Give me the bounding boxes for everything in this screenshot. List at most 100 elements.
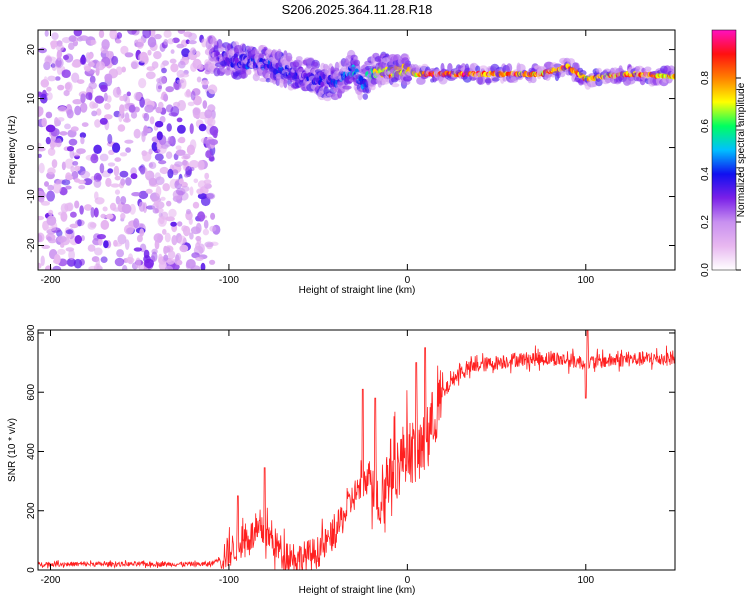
heatmap-noise-cell	[124, 139, 134, 144]
heatmap-noise-cell	[179, 244, 189, 253]
spectrogram-x-tick-label: 0	[405, 275, 411, 286]
heatmap-ridge-halo	[401, 53, 410, 59]
heatmap-ridge-halo	[402, 76, 412, 82]
heatmap-ridge-halo	[283, 78, 288, 89]
heatmap-noise-cell	[154, 33, 162, 40]
heatmap-noise-cell	[203, 179, 212, 185]
spectrogram-y-tick-label: -20	[26, 238, 37, 253]
heatmap-noise-cell	[138, 78, 147, 89]
heatmap-noise-cell	[57, 117, 65, 122]
heatmap-noise-cell	[154, 153, 164, 161]
heatmap-noise-cell	[80, 170, 91, 179]
heatmap-noise-cell	[38, 162, 45, 174]
heatmap-noise-cell	[72, 99, 83, 105]
heatmap-noise-cell	[57, 50, 63, 58]
heatmap-noise-cell	[120, 196, 127, 205]
spectrogram-y-label: Frequency (Hz)	[7, 116, 18, 185]
heatmap-noise-cell	[186, 259, 196, 269]
heatmap-ridge-halo	[596, 67, 602, 74]
heatmap-noise-cell	[44, 265, 53, 270]
snr-y-tick-label: 800	[26, 324, 37, 341]
heatmap-ridge-halo	[544, 72, 551, 81]
heatmap-noise-cell	[104, 103, 111, 110]
heatmap-noise-cell	[133, 91, 142, 101]
heatmap-noise-cell	[151, 141, 158, 152]
heatmap-noise-cell	[189, 160, 199, 169]
heatmap-noise-cell	[71, 72, 80, 83]
heatmap-noise-cell	[148, 177, 158, 186]
heatmap-noise-cell	[201, 80, 210, 86]
heatmap-noise-cell	[88, 81, 97, 90]
heatmap-noise-cell	[156, 81, 162, 93]
heatmap-noise-cell	[145, 188, 153, 194]
heatmap-noise-cell	[57, 84, 65, 91]
heatmap-noise-cell	[153, 200, 160, 206]
heatmap-noise-cell	[59, 131, 68, 136]
heatmap-noise-cell	[166, 258, 175, 265]
heatmap-noise-cell	[60, 203, 69, 214]
heatmap-noise-cell	[38, 142, 42, 148]
heatmap-noise-cell	[163, 39, 169, 45]
heatmap-noise-cell	[128, 253, 133, 262]
heatmap-noise-cell	[121, 203, 132, 214]
snr-x-tick-label: 0	[405, 575, 411, 586]
heatmap-noise-cell	[114, 157, 122, 162]
heatmap-ridge-halo	[362, 93, 368, 100]
heatmap-noise-cell	[170, 49, 175, 54]
heatmap-noise-cell	[166, 123, 172, 132]
heatmap-noise-cell	[159, 116, 166, 123]
heatmap-noise-cell	[38, 153, 42, 158]
heatmap-noise-cell	[57, 235, 67, 243]
spectrogram-frame	[37, 29, 676, 271]
colorbar-tick-label: 0.4	[700, 167, 711, 181]
heatmap-noise-cell	[66, 232, 72, 239]
heatmap-noise-cell	[195, 242, 201, 251]
heatmap-noise-cell	[115, 195, 121, 205]
heatmap-noise-cell	[186, 209, 191, 215]
heatmap-noise-cell	[114, 175, 121, 181]
heatmap-noise-cell	[173, 101, 181, 108]
heatmap-noise-cell	[192, 201, 200, 209]
snr-x-tick-label: -200	[40, 575, 60, 586]
heatmap-noise-cell	[80, 102, 88, 113]
heatmap-noise-cell	[189, 186, 194, 196]
heatmap-noise-cell	[79, 258, 85, 266]
heatmap-noise-cell	[189, 139, 197, 151]
colorbar-tick-label: 0.6	[700, 119, 711, 133]
heatmap-ridge-halo	[401, 57, 410, 65]
snr-y-label: SNR (10 * v/v)	[7, 418, 18, 482]
heatmap-noise-cell	[55, 76, 61, 81]
spectrogram-heatmap	[38, 30, 675, 270]
heatmap-noise-cell	[200, 262, 206, 270]
heatmap-noise-cell	[158, 216, 165, 225]
heatmap-noise-cell	[43, 76, 48, 85]
heatmap-noise-cell	[125, 227, 134, 235]
heatmap-noise-cell	[38, 262, 42, 269]
heatmap-noise-cell	[99, 153, 109, 162]
heatmap-noise-cell	[54, 57, 64, 69]
spectrogram-y-tick-label: -10	[26, 189, 37, 204]
heatmap-noise-cell	[52, 265, 62, 270]
heatmap-noise-cell	[100, 213, 106, 219]
heatmap-ridge-halo	[479, 65, 488, 70]
heatmap-noise-cell	[103, 92, 108, 102]
heatmap-noise-cell	[112, 142, 121, 153]
heatmap-noise-cell	[127, 30, 137, 35]
heatmap-noise-cell	[80, 93, 86, 104]
heatmap-noise-cell	[63, 54, 69, 61]
heatmap-noise-cell	[167, 38, 174, 45]
heatmap-noise-cell	[66, 146, 75, 152]
heatmap-noise-cell	[86, 39, 92, 45]
heatmap-noise-cell	[124, 239, 130, 251]
heatmap-noise-cell	[192, 58, 202, 70]
heatmap-noise-cell	[204, 109, 213, 119]
heatmap-noise-cell	[142, 30, 152, 39]
heatmap-noise-cell	[98, 30, 105, 38]
heatmap-noise-cell	[193, 178, 199, 184]
heatmap-noise-cell	[189, 232, 194, 240]
heatmap-noise-cell	[176, 79, 185, 84]
heatmap-noise-cell	[104, 114, 113, 120]
heatmap-noise-cell	[120, 178, 126, 186]
heatmap-noise-cell	[183, 153, 191, 160]
heatmap-noise-cell	[158, 160, 167, 165]
